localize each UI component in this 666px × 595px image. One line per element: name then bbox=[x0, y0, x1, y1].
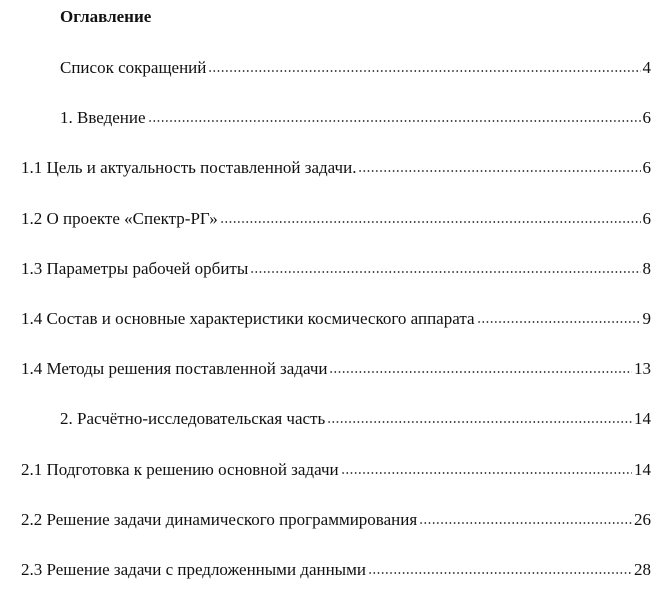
toc-entry-label: 1.4 Методы решения поставленной задачи bbox=[21, 359, 328, 379]
toc-entry-page: 14 bbox=[634, 459, 651, 479]
toc-entry-page: 6 bbox=[642, 208, 652, 228]
toc-entry[interactable]: 2.3 Решение задачи с предложенными данны… bbox=[0, 545, 666, 595]
toc-entry[interactable]: 2.2 Решение задачи динамического програм… bbox=[0, 495, 666, 545]
dot-leader bbox=[358, 170, 641, 173]
toc-entry[interactable]: 2. Расчётно-исследовательская часть 14 bbox=[0, 394, 666, 444]
toc-entry-page: 6 bbox=[642, 158, 652, 178]
dot-leader bbox=[329, 371, 632, 374]
toc-entry-label: 1.4 Состав и основные характеристики кос… bbox=[21, 308, 475, 328]
toc-entry-page: 13 bbox=[634, 359, 651, 379]
toc-entry-label: 2. Расчётно-исследовательская часть bbox=[60, 409, 326, 429]
toc-entry[interactable]: 2.1 Подготовка к решению основной задачи… bbox=[0, 445, 666, 495]
table-of-contents: Список сокращений 4 1. Введение 6 1.1 Цель… bbox=[0, 43, 666, 595]
toc-entry[interactable]: Список сокращений 4 bbox=[0, 43, 666, 93]
toc-entry-label: 2.2 Решение задачи динамического програм… bbox=[21, 509, 418, 529]
toc-entry-label: 1. Введение bbox=[60, 108, 146, 128]
toc-entry-label: 2.1 Подготовка к решению основной задачи bbox=[21, 459, 339, 479]
toc-entry-label: Список сокращений bbox=[60, 58, 207, 77]
toc-entry-page: 9 bbox=[642, 308, 652, 328]
toc-entry-page: 28 bbox=[634, 559, 651, 579]
dot-leader bbox=[419, 521, 632, 524]
dot-leader bbox=[327, 421, 632, 424]
dot-leader bbox=[367, 571, 632, 574]
dot-leader bbox=[208, 70, 641, 72]
dot-leader bbox=[340, 471, 632, 474]
toc-entry-page: 4 bbox=[642, 58, 652, 77]
toc-entry-label: 2.3 Решение задачи с предложенными данны… bbox=[21, 559, 366, 579]
toc-entry-page: 14 bbox=[634, 409, 651, 429]
toc-entry-label: 1.3 Параметры рабочей орбиты bbox=[21, 258, 249, 278]
dot-leader bbox=[147, 120, 641, 123]
toc-entry[interactable]: 1.3 Параметры рабочей орбиты 8 bbox=[0, 244, 666, 294]
toc-entry[interactable]: 1.2 О проекте «Спектр-РГ» 6 bbox=[0, 194, 666, 244]
toc-entry-page: 26 bbox=[634, 509, 651, 529]
dot-leader bbox=[250, 270, 641, 273]
toc-entry-page: 8 bbox=[642, 258, 652, 278]
toc-entry-page: 6 bbox=[642, 108, 652, 128]
toc-entry-label: 1.2 О проекте «Спектр-РГ» bbox=[21, 208, 218, 228]
dot-leader bbox=[219, 220, 641, 223]
toc-title: Оглавление bbox=[60, 7, 152, 26]
toc-entry-label: 1.1 Цель и актуальность поставленной зад… bbox=[21, 158, 357, 178]
toc-entry[interactable]: 1.4 Состав и основные характеристики кос… bbox=[0, 294, 666, 344]
toc-entry[interactable]: 1.4 Методы решения поставленной задачи 13 bbox=[0, 344, 666, 394]
toc-entry[interactable]: 1.1 Цель и актуальность поставленной зад… bbox=[0, 143, 666, 193]
dot-leader bbox=[476, 320, 641, 323]
toc-entry[interactable]: 1. Введение 6 bbox=[0, 93, 666, 143]
